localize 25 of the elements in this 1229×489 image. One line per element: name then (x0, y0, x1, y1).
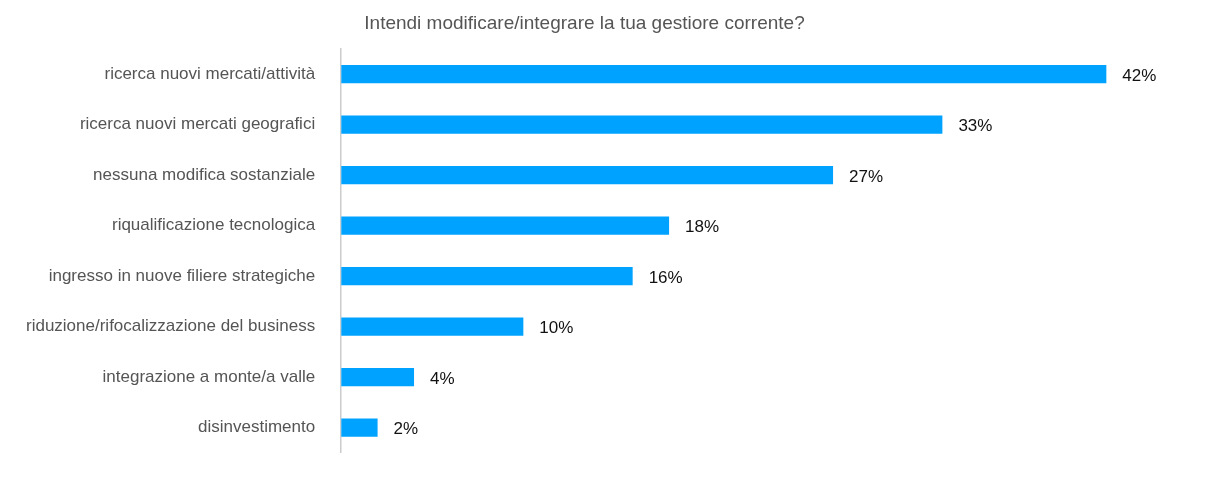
data-label: 33% (958, 116, 993, 136)
data-label: 42% (1122, 65, 1157, 85)
y-tick-label: integrazione a monte/a valle (102, 366, 316, 386)
bar (341, 64, 1107, 84)
data-label: 4% (430, 368, 455, 388)
data-label: 10% (539, 318, 574, 338)
y-tick-label: riduzione/rifocalizzazione del business (25, 316, 316, 336)
data-label: 2% (393, 419, 419, 439)
bar (341, 115, 943, 134)
y-tick-label: riqualificazione tecnologica (111, 215, 316, 235)
y-tick-label: disinvestimento (197, 417, 316, 437)
bar (341, 367, 415, 387)
data-label: 27% (849, 166, 884, 186)
bar (341, 418, 378, 437)
data-label: 18% (685, 217, 720, 237)
bar (341, 317, 524, 336)
y-tick-label: ingresso in nuove filiere strategiche (48, 265, 316, 285)
data-label: 16% (648, 267, 683, 287)
bar (341, 216, 670, 235)
bar (341, 266, 633, 286)
y-tick-label: nessuna modifica sostanziale (93, 164, 316, 184)
y-tick-label: ricerca nuovi mercati geografici (79, 114, 316, 134)
chart-title: Intendi modificare/integrare la tua gestiore corrente? (364, 11, 805, 33)
bar (341, 165, 834, 185)
y-tick-label: ricerca nuovi mercati/attività (104, 63, 316, 83)
